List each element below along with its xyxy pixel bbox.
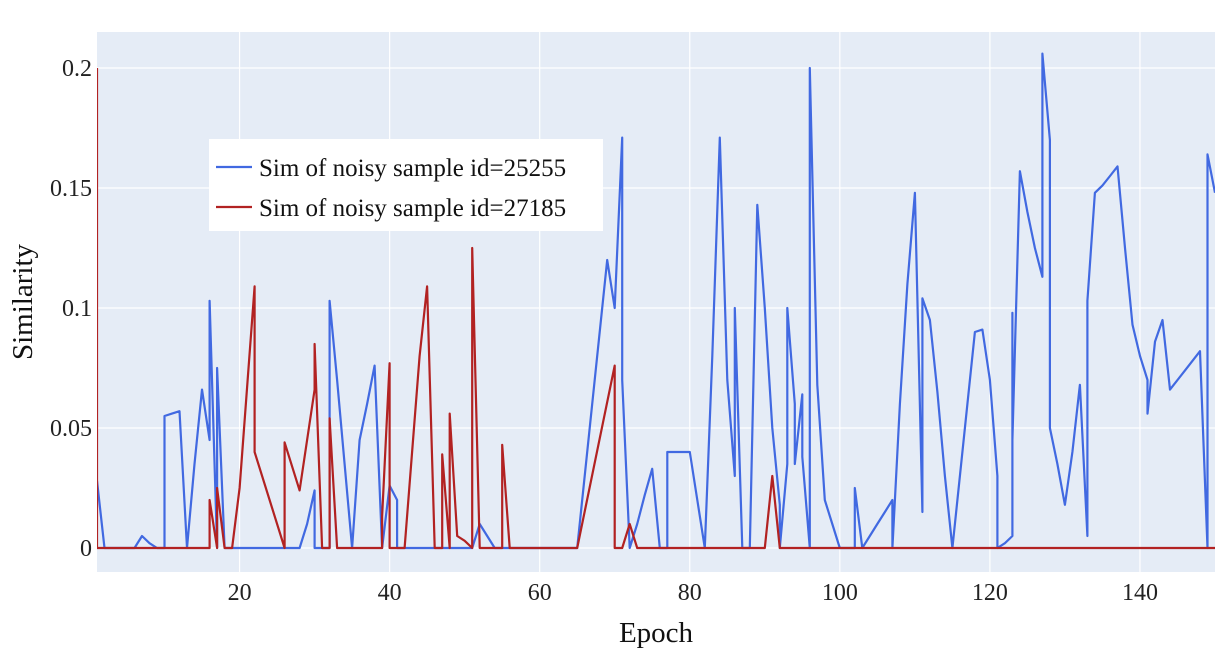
y-tick-label-0: 0 (80, 536, 92, 562)
x-tick-label-2: 60 (528, 580, 552, 606)
x-tick-label-4: 100 (822, 580, 858, 606)
x-tick-label-6: 140 (1122, 580, 1158, 606)
x-axis-title: Epoch (619, 617, 694, 649)
y-tick-label-1: 0.05 (50, 416, 92, 442)
legend-box (209, 139, 603, 231)
y-tick-labels: 0 0.05 0.1 0.15 0.2 (50, 56, 92, 562)
y-tick-label-4: 0.2 (62, 56, 92, 82)
x-tick-labels: 20 40 60 80 100 120 140 (228, 580, 1158, 606)
series-line-2 (97, 68, 1215, 550)
legend-label-series-1: Sim of noisy sample id=25255 (259, 155, 566, 182)
x-tick-label-3: 80 (678, 580, 702, 606)
x-tick-label-5: 120 (972, 580, 1008, 606)
legend-label-series-2: Sim of noisy sample id=27185 (259, 195, 566, 222)
y-axis-title: Similarity (7, 244, 39, 361)
legend: Sim of noisy sample id=25255 Sim of nois… (209, 139, 603, 231)
series-lines (97, 52, 1215, 550)
series-line-1 (97, 52, 1215, 550)
x-tick-label-0: 20 (228, 580, 252, 606)
plot-area (97, 32, 1215, 572)
x-tick-label-1: 40 (378, 580, 402, 606)
y-tick-label-2: 0.1 (62, 296, 92, 322)
y-tick-label-3: 0.15 (50, 176, 92, 202)
